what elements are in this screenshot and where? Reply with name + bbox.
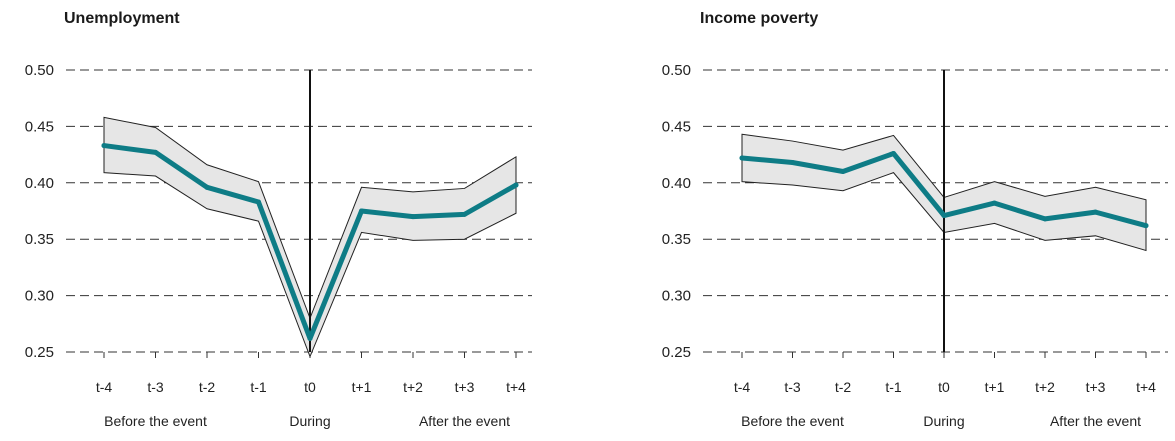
- x-tick-label: t+2: [403, 379, 423, 395]
- x-tick-label: t+4: [506, 379, 526, 395]
- data-point: [359, 208, 364, 214]
- y-tick-label: 0.30: [662, 288, 691, 305]
- data-point: [307, 335, 313, 341]
- period-label: Before the event: [741, 413, 844, 429]
- period-label: After the event: [419, 413, 510, 429]
- y-tick-label: 0.30: [25, 288, 54, 305]
- x-tick-label: t+3: [455, 379, 475, 395]
- y-tick-label: 0.35: [25, 231, 54, 248]
- data-point: [891, 150, 896, 156]
- data-point: [1093, 209, 1098, 215]
- y-tick-label: 0.50: [25, 62, 54, 79]
- x-tick-label: t-1: [250, 379, 267, 395]
- data-point: [739, 155, 745, 161]
- data-point: [992, 200, 997, 206]
- y-tick-label: 0.25: [662, 344, 691, 361]
- data-point: [101, 143, 107, 149]
- x-tick-label: t-4: [734, 379, 751, 395]
- data-point: [1042, 216, 1048, 222]
- data-point: [153, 149, 158, 155]
- y-tick-label: 0.45: [662, 118, 691, 135]
- confidence-band: [741, 133, 1147, 252]
- data-point: [410, 214, 416, 220]
- data-point: [513, 182, 519, 188]
- x-tick-label: t-3: [147, 379, 164, 395]
- x-tick-label: t-4: [96, 379, 113, 395]
- x-tick-label: t0: [304, 379, 316, 395]
- data-point: [256, 199, 261, 205]
- x-tick-label: t-1: [885, 379, 902, 395]
- chart-title: Unemployment: [64, 10, 180, 27]
- period-label: Before the event: [104, 413, 207, 429]
- data-point: [840, 169, 846, 175]
- confidence-band: [103, 116, 517, 358]
- x-tick-label: t-3: [784, 379, 801, 395]
- y-tick-label: 0.35: [662, 231, 691, 248]
- data-point: [1143, 223, 1149, 229]
- x-tick-label: t-2: [835, 379, 852, 395]
- data-point: [941, 213, 947, 219]
- data-point: [790, 159, 795, 165]
- chart-title: Income poverty: [700, 10, 818, 27]
- y-tick-label: 0.40: [662, 175, 691, 192]
- y-tick-label: 0.40: [25, 175, 54, 192]
- period-label: After the event: [1050, 413, 1141, 429]
- data-point: [204, 184, 210, 190]
- x-tick-label: t-2: [199, 379, 216, 395]
- period-label: During: [289, 413, 330, 429]
- period-label: During: [923, 413, 964, 429]
- x-tick-label: t0: [938, 379, 950, 395]
- x-tick-label: t+3: [1086, 379, 1106, 395]
- y-tick-label: 0.45: [25, 118, 54, 135]
- y-tick-label: 0.50: [662, 62, 691, 79]
- x-tick-label: t+1: [352, 379, 372, 395]
- x-tick-label: t+1: [985, 379, 1005, 395]
- x-tick-label: t+2: [1035, 379, 1055, 395]
- data-point: [462, 211, 467, 217]
- x-tick-label: t+4: [1136, 379, 1156, 395]
- y-tick-label: 0.25: [25, 344, 54, 361]
